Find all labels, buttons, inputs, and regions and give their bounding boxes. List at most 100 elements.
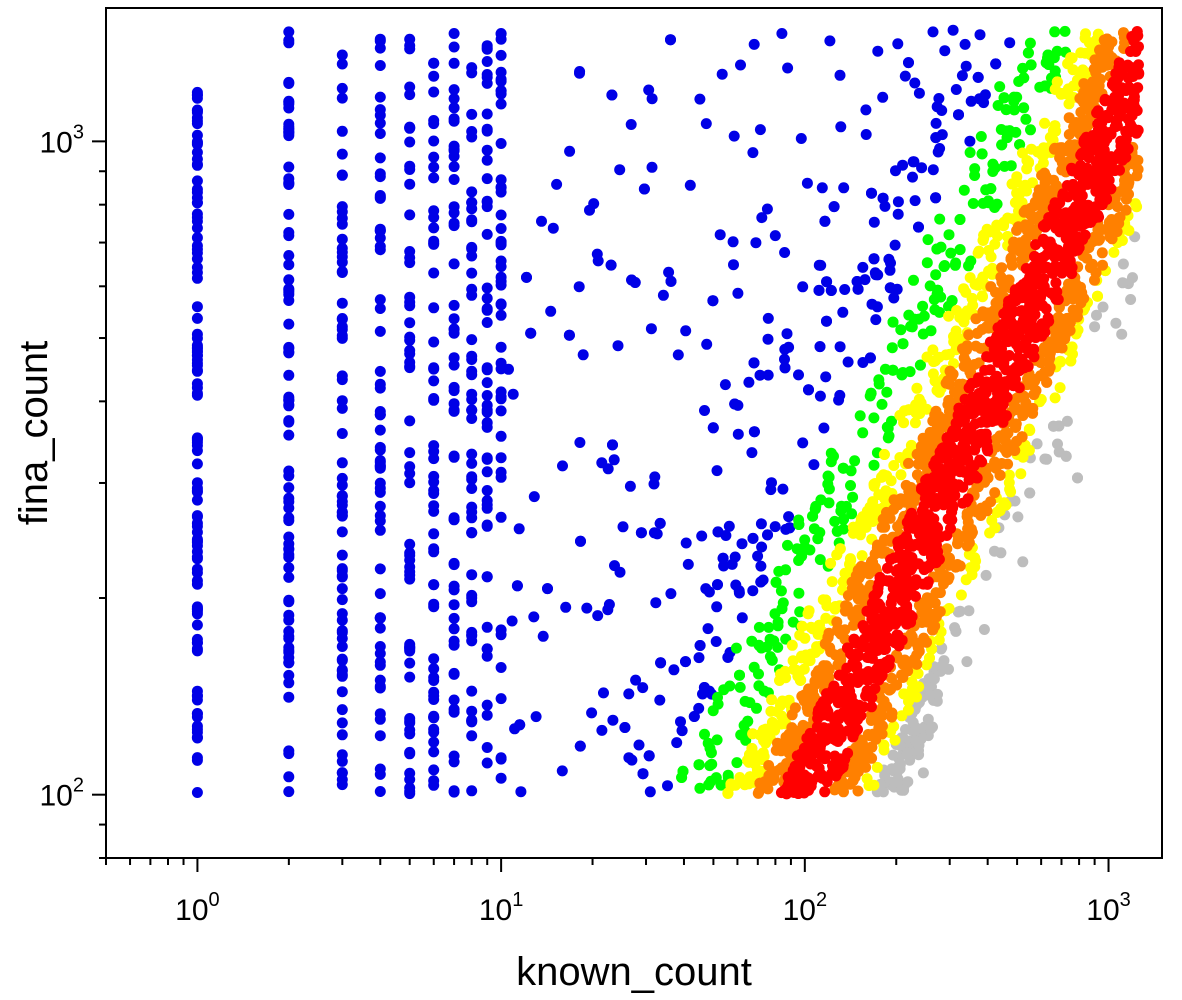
data-point (977, 291, 988, 303)
data-point (404, 728, 416, 740)
data-points (191, 24, 1145, 800)
data-point (336, 242, 348, 254)
data-point (821, 315, 832, 327)
data-point (283, 295, 295, 306)
data-point (848, 716, 860, 728)
data-point (191, 138, 203, 150)
data-point (944, 365, 956, 377)
data-point (1123, 188, 1134, 200)
data-point (1047, 241, 1059, 253)
data-point (693, 702, 705, 714)
data-point (448, 557, 460, 569)
data-point (448, 450, 460, 462)
data-point (954, 214, 966, 225)
data-point (374, 382, 386, 394)
data-point (374, 104, 386, 116)
data-point (374, 786, 386, 797)
data-point (781, 328, 793, 340)
data-point (963, 605, 975, 617)
data-point (404, 331, 416, 343)
data-point (1086, 175, 1098, 187)
data-point (336, 632, 348, 644)
data-point (336, 594, 348, 606)
data-point (665, 34, 676, 46)
data-point (1051, 199, 1063, 211)
data-point (1104, 231, 1116, 243)
data-point (897, 159, 909, 171)
data-point (943, 229, 955, 241)
data-point (953, 402, 965, 414)
data-point (495, 511, 507, 523)
data-point (906, 676, 918, 688)
data-point (466, 250, 478, 262)
data-point (950, 625, 962, 637)
data-point (967, 198, 979, 209)
data-point (730, 642, 742, 654)
data-point (1123, 60, 1135, 72)
data-point (1111, 120, 1123, 132)
data-point (990, 58, 1002, 70)
data-point (645, 323, 657, 335)
data-point (870, 314, 882, 326)
data-point (815, 259, 827, 271)
data-point (803, 384, 814, 396)
data-point (481, 571, 493, 583)
data-point (894, 409, 906, 421)
data-point (1098, 166, 1110, 178)
data-point (283, 399, 295, 411)
data-point (831, 525, 843, 537)
data-point (1131, 170, 1143, 182)
data-point (481, 399, 493, 411)
data-point (665, 588, 677, 600)
data-point (495, 271, 507, 283)
data-point (903, 309, 915, 321)
data-point (903, 404, 915, 416)
data-point (336, 729, 348, 741)
data-point (929, 304, 941, 316)
data-point (1090, 88, 1102, 100)
data-point (975, 131, 987, 142)
data-point (428, 222, 440, 234)
data-point (466, 483, 478, 494)
data-point (191, 619, 203, 631)
data-point (374, 648, 386, 659)
data-point (735, 59, 746, 71)
data-point (404, 657, 416, 669)
data-point (374, 444, 386, 456)
data-point (1031, 438, 1043, 450)
data-point (336, 717, 348, 729)
data-point (495, 629, 507, 641)
data-point (1017, 62, 1029, 74)
data-point (1014, 139, 1026, 151)
data-point (448, 327, 460, 339)
data-point (871, 761, 883, 773)
data-point (1005, 486, 1017, 498)
data-point (336, 267, 348, 278)
data-point (707, 422, 719, 434)
data-point (877, 192, 889, 204)
data-point (861, 631, 873, 643)
data-point (895, 469, 907, 481)
data-point (283, 786, 295, 798)
data-point (404, 33, 416, 45)
data-point (754, 124, 766, 136)
data-point (796, 550, 808, 562)
data-point (374, 459, 386, 471)
data-point (892, 208, 904, 220)
data-point (1040, 171, 1052, 183)
data-point (941, 489, 953, 500)
data-point (976, 434, 988, 446)
data-point (283, 748, 295, 760)
data-point (902, 665, 914, 677)
data-point (1042, 49, 1054, 61)
data-point (838, 513, 849, 525)
data-point (956, 70, 968, 82)
data-point (991, 219, 1003, 231)
data-point (914, 408, 926, 419)
data-point (448, 359, 460, 371)
data-point (766, 694, 778, 706)
data-point (714, 229, 726, 241)
data-point (898, 688, 910, 700)
data-point (1009, 197, 1021, 209)
data-point (404, 89, 416, 101)
